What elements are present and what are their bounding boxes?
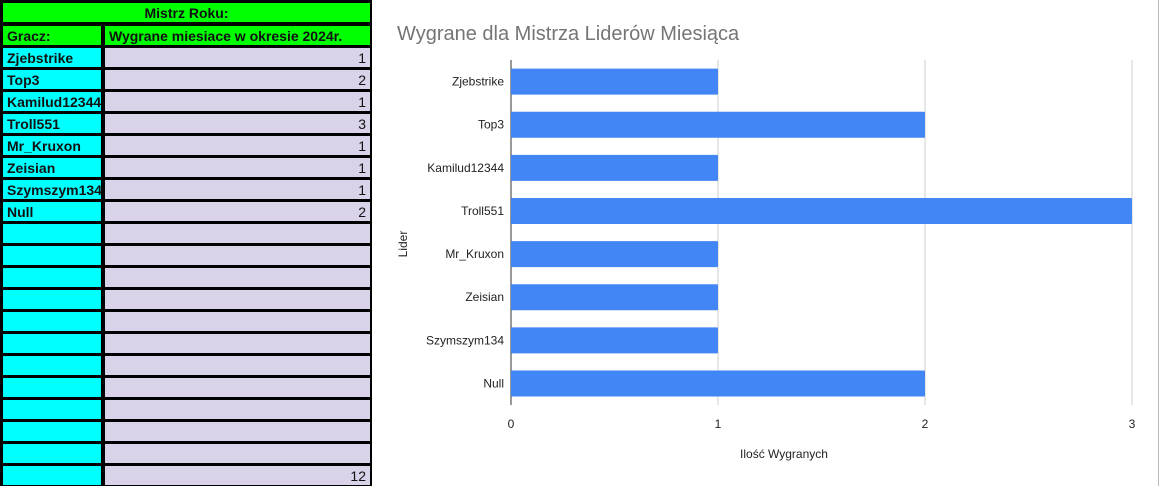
empty-player-cell[interactable] bbox=[3, 290, 101, 309]
empty-player-cell[interactable] bbox=[3, 422, 101, 441]
empty-wins-cell[interactable] bbox=[105, 400, 370, 419]
y-tick-label: Top3 bbox=[478, 118, 504, 132]
x-tick-label: 2 bbox=[922, 417, 929, 431]
empty-player-cell[interactable] bbox=[3, 312, 101, 331]
empty-wins-cell[interactable] bbox=[105, 444, 370, 463]
wins-cell[interactable]: 1 bbox=[105, 180, 370, 199]
bar bbox=[511, 68, 718, 95]
header-wins[interactable]: Wygrane miesiace w okresie 2024r. bbox=[105, 26, 370, 45]
bar-chart: Wygrane dla Mistrza Liderów Miesiąca Ilo… bbox=[372, 0, 1159, 486]
empty-player-cell[interactable] bbox=[3, 334, 101, 353]
empty-player-cell[interactable] bbox=[3, 268, 101, 287]
table-title[interactable]: Mistrz Roku: bbox=[3, 3, 370, 22]
y-tick-label: Zeisian bbox=[465, 290, 504, 304]
x-tick-label: 0 bbox=[508, 417, 515, 431]
empty-player-cell[interactable] bbox=[3, 356, 101, 375]
empty-wins-cell[interactable] bbox=[105, 334, 370, 353]
chart-title: Wygrane dla Mistrza Liderów Miesiąca bbox=[397, 23, 740, 45]
bar bbox=[511, 327, 718, 354]
empty-wins-cell[interactable] bbox=[105, 224, 370, 243]
x-tick-label: 1 bbox=[715, 417, 722, 431]
player-cell[interactable]: Zjebstrike bbox=[3, 48, 101, 67]
wins-cell[interactable]: 1 bbox=[105, 136, 370, 155]
empty-player-cell[interactable] bbox=[3, 246, 101, 265]
empty-wins-cell[interactable] bbox=[105, 356, 370, 375]
wins-cell[interactable]: 1 bbox=[105, 92, 370, 111]
wins-cell[interactable]: 2 bbox=[105, 202, 370, 221]
y-tick-label: Null bbox=[483, 376, 504, 390]
header-player[interactable]: Gracz: bbox=[3, 26, 101, 45]
bar bbox=[511, 370, 925, 397]
empty-wins-cell[interactable] bbox=[105, 312, 370, 331]
bar bbox=[511, 154, 718, 181]
empty-player-cell[interactable] bbox=[3, 400, 101, 419]
empty-player-cell[interactable] bbox=[3, 444, 101, 463]
bar bbox=[511, 241, 718, 268]
empty-wins-cell[interactable] bbox=[105, 246, 370, 265]
player-cell[interactable]: Troll551 bbox=[3, 114, 101, 133]
y-tick-label: Zjebstrike bbox=[452, 75, 504, 89]
player-cell[interactable]: Szymszym134 bbox=[3, 180, 101, 199]
wins-cell[interactable]: 3 bbox=[105, 114, 370, 133]
empty-wins-cell[interactable] bbox=[105, 378, 370, 397]
wins-cell[interactable]: 1 bbox=[105, 48, 370, 67]
y-tick-label: Troll551 bbox=[461, 204, 504, 218]
y-tick-label: Mr_Kruxon bbox=[445, 247, 504, 261]
spreadsheet-table: Mistrz Roku: Gracz: Wygrane miesiace w okr… bbox=[0, 0, 372, 486]
bar bbox=[511, 111, 925, 138]
empty-wins-cell[interactable] bbox=[105, 422, 370, 441]
player-cell[interactable]: Top3 bbox=[3, 70, 101, 89]
empty-player-cell[interactable] bbox=[3, 378, 101, 397]
wins-cell[interactable]: 1 bbox=[105, 158, 370, 177]
y-axis-label: Lider bbox=[396, 231, 410, 258]
chart-svg: Wygrane dla Mistrza Liderów Miesiąca Ilo… bbox=[396, 23, 1136, 461]
player-cell[interactable]: Zeisian bbox=[3, 158, 101, 177]
x-tick-label: 3 bbox=[1129, 417, 1136, 431]
player-cell[interactable]: Mr_Kruxon bbox=[3, 136, 101, 155]
player-cell[interactable]: Kamilud12344 bbox=[3, 92, 101, 111]
wins-cell[interactable]: 2 bbox=[105, 70, 370, 89]
total-label-cell[interactable] bbox=[3, 466, 101, 485]
player-cell[interactable]: Null bbox=[3, 202, 101, 221]
bar bbox=[511, 197, 1132, 224]
x-axis-label: Ilość Wygranych bbox=[740, 447, 828, 461]
empty-wins-cell[interactable] bbox=[105, 290, 370, 309]
empty-player-cell[interactable] bbox=[3, 224, 101, 243]
empty-wins-cell[interactable] bbox=[105, 268, 370, 287]
bar bbox=[511, 284, 718, 311]
y-tick-label: Szymszym134 bbox=[426, 333, 504, 347]
y-tick-label: Kamilud12344 bbox=[427, 161, 504, 175]
total-cell[interactable]: 12 bbox=[105, 466, 370, 485]
